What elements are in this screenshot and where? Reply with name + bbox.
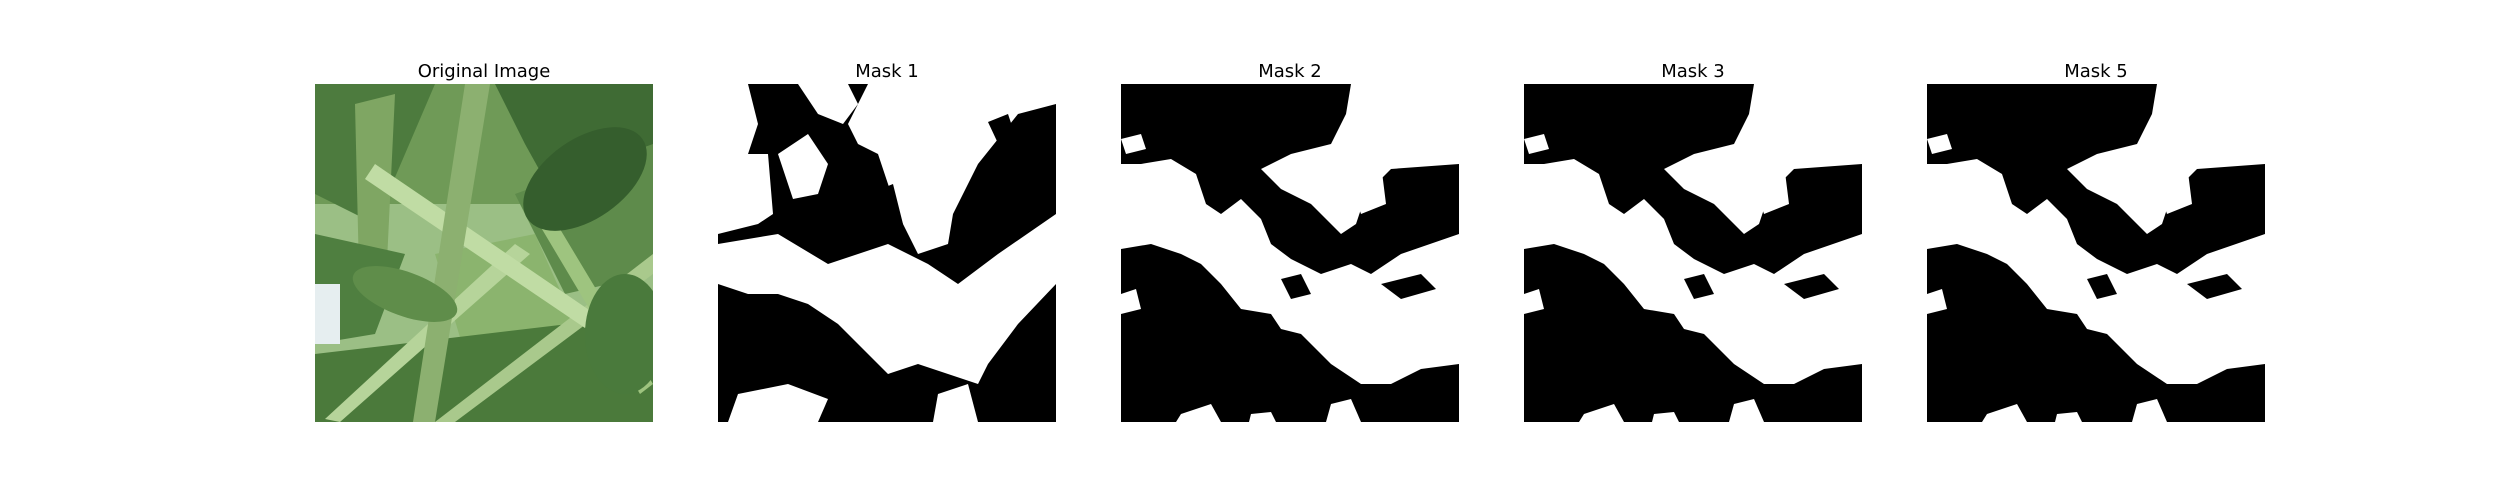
mask-5-image [1927, 84, 2265, 422]
mask-5-shape [1927, 84, 2265, 422]
panel-title: Mask 3 [1661, 61, 1725, 82]
panel-title: Mask 2 [1258, 61, 1322, 82]
mask-1-shape [718, 84, 1056, 422]
plant-photo [315, 84, 653, 422]
original-image-panel: Original Image [315, 60, 653, 422]
mask-3-panel: Mask 3 [1524, 60, 1862, 422]
mask-3-image [1524, 84, 1862, 422]
panel-title: Mask 5 [2064, 61, 2128, 82]
mask-3-shape [1524, 84, 1862, 422]
original-image [315, 84, 653, 422]
mask-2-shape [1121, 84, 1459, 422]
mask-1-panel: Mask 1 [718, 60, 1056, 422]
mask-5-panel: Mask 5 [1927, 60, 2265, 422]
mask-2-image [1121, 84, 1459, 422]
mask-2-panel: Mask 2 [1121, 60, 1459, 422]
panel-title: Mask 1 [855, 61, 919, 82]
mask-1-image [718, 84, 1056, 422]
panel-title: Original Image [417, 61, 551, 82]
